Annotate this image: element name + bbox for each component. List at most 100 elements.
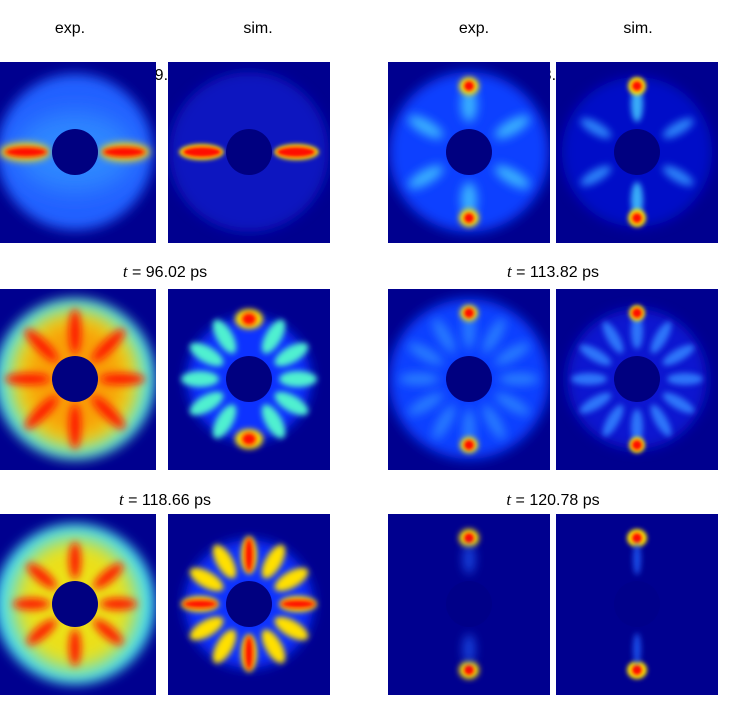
intensity-feature: [281, 600, 315, 608]
intensity-feature: [631, 313, 643, 349]
column-label-exp-left: exp.: [54, 20, 86, 37]
intensity-feature: [212, 629, 237, 664]
intensity-feature: [69, 629, 81, 666]
intensity-feature: [499, 373, 539, 385]
intensity-feature: [242, 433, 256, 445]
intensity-feature: [662, 165, 694, 186]
intensity-feature: [662, 392, 695, 414]
sim-panel-118.66: [168, 514, 330, 695]
intensity-feature: [24, 396, 58, 430]
time-value: = 118.66: [123, 492, 195, 509]
intensity-feature: [5, 147, 47, 157]
column-label-sim-left: sim.: [243, 20, 273, 37]
beam-block-hole: [226, 581, 272, 627]
intensity-feature: [650, 404, 672, 437]
intensity-feature: [580, 165, 612, 186]
intensity-feature: [579, 392, 612, 414]
intensity-feature: [26, 563, 57, 589]
intensity-feature: [242, 313, 256, 325]
intensity-feature: [245, 538, 253, 572]
sim-panel-79.58: [168, 62, 330, 243]
beam-block-hole: [446, 581, 492, 627]
intensity-feature: [602, 404, 624, 437]
time-label: t = 120.78 ps: [388, 490, 718, 510]
time-variable: t: [118, 490, 124, 509]
intensity-feature: [69, 542, 81, 579]
intensity-feature: [261, 544, 286, 579]
intensity-feature: [277, 147, 315, 157]
intensity-feature: [93, 619, 124, 645]
intensity-feature: [189, 391, 224, 416]
intensity-feature: [189, 616, 224, 641]
intensity-feature: [464, 81, 474, 91]
intensity-feature: [494, 165, 530, 189]
intensity-feature: [261, 629, 286, 664]
intensity-feature: [579, 344, 612, 366]
beam-block-hole: [614, 129, 660, 175]
intensity-feature: [482, 318, 506, 354]
intensity-feature: [432, 404, 456, 440]
intensity-feature: [399, 373, 439, 385]
intensity-feature: [494, 115, 530, 139]
time-variable: t: [506, 490, 512, 509]
intensity-feature: [408, 115, 444, 139]
beam-block-hole: [226, 356, 272, 402]
intensity-feature: [183, 147, 221, 157]
intensity-feature: [69, 404, 81, 449]
intensity-feature: [212, 404, 237, 439]
intensity-feature: [408, 165, 444, 189]
intensity-feature: [432, 318, 456, 354]
beam-block-hole: [52, 129, 98, 175]
time-label: t = 118.66 ps: [0, 490, 330, 510]
intensity-feature: [181, 371, 219, 387]
intensity-feature: [93, 563, 124, 589]
exp-panel-113.82: [388, 289, 550, 470]
time-unit: ps: [190, 264, 208, 281]
intensity-feature: [245, 636, 253, 670]
exp-panel-93.31: [388, 62, 550, 243]
intensity-feature: [631, 409, 643, 445]
intensity-feature: [189, 567, 224, 592]
column-label-sim-right: sim.: [623, 20, 653, 37]
intensity-feature: [650, 321, 672, 354]
intensity-feature: [183, 600, 217, 608]
intensity-feature: [461, 182, 477, 217]
intensity-feature: [632, 533, 642, 543]
time-value: = 113.82: [511, 264, 583, 281]
time-unit: ps: [582, 264, 600, 281]
intensity-feature: [13, 598, 50, 610]
sim-panel-96.02: [168, 289, 330, 470]
exp-panel-120.78: [388, 514, 550, 695]
intensity-feature: [5, 373, 50, 385]
intensity-feature: [92, 328, 126, 362]
time-label: t = 113.82 ps: [388, 262, 718, 282]
intensity-feature: [26, 619, 57, 645]
beam-block-hole: [226, 129, 272, 175]
intensity-feature: [464, 213, 474, 223]
intensity-feature: [482, 404, 506, 440]
beam-block-hole: [446, 356, 492, 402]
intensity-feature: [632, 81, 642, 91]
time-unit: ps: [582, 492, 600, 509]
intensity-feature: [464, 665, 474, 675]
intensity-feature: [633, 543, 641, 575]
intensity-feature: [571, 373, 607, 385]
beam-block-hole: [52, 581, 98, 627]
beam-block-hole: [446, 129, 492, 175]
beam-block-hole: [614, 356, 660, 402]
intensity-feature: [461, 87, 477, 122]
intensity-feature: [189, 342, 224, 367]
time-value: = 120.78: [511, 492, 583, 509]
time-value: = 96.02: [127, 264, 191, 281]
intensity-feature: [24, 328, 58, 362]
sim-panel-113.82: [556, 289, 718, 470]
intensity-feature: [261, 404, 286, 439]
intensity-feature: [632, 440, 642, 450]
intensity-feature: [464, 308, 474, 318]
intensity-feature: [632, 213, 642, 223]
intensity-feature: [463, 544, 475, 574]
intensity-feature: [274, 567, 309, 592]
time-label: t = 96.02 ps: [0, 262, 330, 282]
intensity-feature: [100, 373, 145, 385]
intensity-feature: [662, 118, 694, 139]
